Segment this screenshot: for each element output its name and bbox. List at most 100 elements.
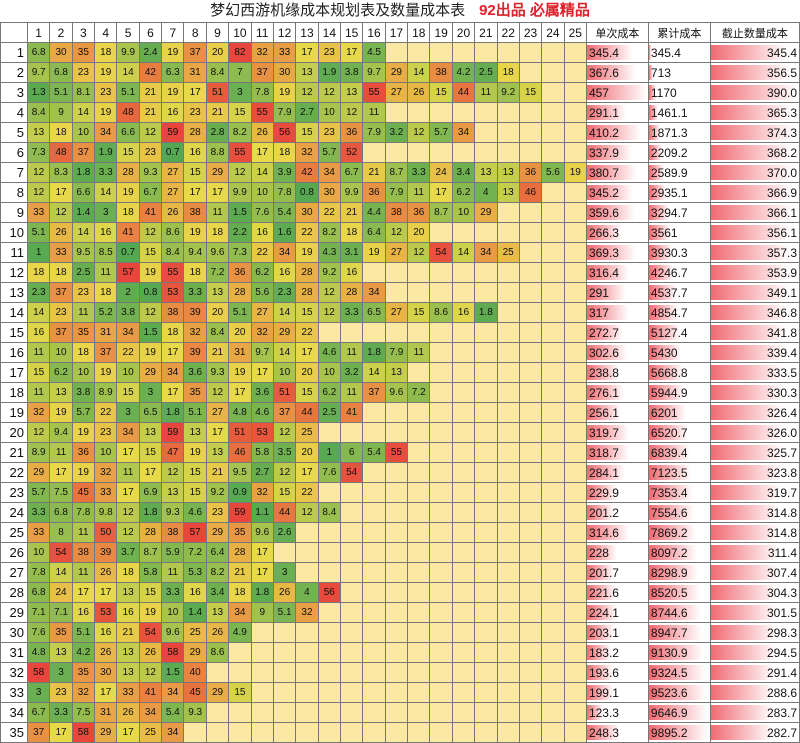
data-cell[interactable]: 7.9 xyxy=(384,342,409,363)
data-cell[interactable]: 53 xyxy=(161,282,185,303)
data-cell[interactable] xyxy=(451,522,476,543)
data-cell[interactable]: 39 xyxy=(94,542,118,563)
data-cell[interactable]: 28 xyxy=(228,282,252,303)
data-cell[interactable]: 32 xyxy=(71,682,96,703)
row-number[interactable]: 8 xyxy=(0,182,28,203)
data-cell[interactable] xyxy=(541,322,565,343)
data-cell[interactable]: 1.4 xyxy=(183,602,207,623)
data-cell[interactable]: 22 xyxy=(116,342,140,363)
data-cell[interactable]: 54 xyxy=(49,542,73,563)
data-cell[interactable] xyxy=(541,462,565,483)
row-number[interactable]: 22 xyxy=(0,462,28,483)
data-cell[interactable] xyxy=(474,522,498,543)
data-cell[interactable] xyxy=(518,622,543,643)
data-cell[interactable] xyxy=(339,502,364,523)
data-cell[interactable]: 1.9 xyxy=(94,142,118,163)
data-cell[interactable]: 54 xyxy=(339,462,364,483)
data-cell[interactable]: 5.6 xyxy=(250,282,274,303)
data-cell[interactable] xyxy=(541,302,565,323)
data-cell[interactable]: 15 xyxy=(295,302,319,323)
data-cell[interactable]: 48 xyxy=(116,102,140,123)
data-cell[interactable]: 5.7 xyxy=(317,142,342,163)
single-cost-cell[interactable]: 359.6 xyxy=(585,202,649,223)
data-cell[interactable]: 41 xyxy=(138,682,163,703)
data-cell[interactable]: 9 xyxy=(49,102,73,123)
data-cell[interactable] xyxy=(541,382,565,403)
data-cell[interactable]: 5.7 xyxy=(429,122,453,143)
data-cell[interactable] xyxy=(518,262,543,283)
data-cell[interactable]: 15 xyxy=(272,482,297,503)
data-cell[interactable]: 2.3 xyxy=(272,282,297,303)
data-cell[interactable]: 32 xyxy=(295,602,319,623)
data-cell[interactable]: 21 xyxy=(116,622,140,643)
data-cell[interactable] xyxy=(429,622,453,643)
data-cell[interactable] xyxy=(317,522,342,543)
data-cell[interactable] xyxy=(339,562,364,583)
data-cell[interactable] xyxy=(407,482,431,503)
data-cell[interactable] xyxy=(518,462,543,483)
single-cost-cell[interactable]: 228 xyxy=(585,542,649,563)
data-cell[interactable] xyxy=(496,682,520,703)
data-cell[interactable]: 18 xyxy=(94,282,118,303)
data-cell[interactable]: 34 xyxy=(161,722,185,743)
data-cell[interactable] xyxy=(362,402,386,423)
data-cell[interactable]: 6.4 xyxy=(362,222,386,243)
single-cost-cell[interactable]: 221.6 xyxy=(585,582,649,603)
data-cell[interactable]: 8.2 xyxy=(317,222,342,243)
data-cell[interactable]: 37 xyxy=(49,322,73,343)
data-cell[interactable]: 5.7 xyxy=(71,402,96,423)
data-cell[interactable]: 6.2 xyxy=(317,382,342,403)
data-cell[interactable]: 8.2 xyxy=(228,122,252,143)
data-cell[interactable] xyxy=(295,682,319,703)
data-cell[interactable]: 20 xyxy=(295,442,319,463)
data-cell[interactable] xyxy=(384,402,409,423)
data-cell[interactable]: 14 xyxy=(362,362,386,383)
data-cell[interactable]: 17 xyxy=(49,722,73,743)
data-cell[interactable]: 37 xyxy=(183,42,207,63)
cumulative-cost-cell[interactable]: 7353.4 xyxy=(647,482,711,503)
data-cell[interactable]: 19 xyxy=(71,462,96,483)
data-cell[interactable]: 41 xyxy=(116,222,140,243)
data-cell[interactable]: 34 xyxy=(317,162,342,183)
data-cell[interactable]: 29 xyxy=(26,462,51,483)
data-cell[interactable]: 44 xyxy=(295,402,319,423)
data-cell[interactable] xyxy=(317,482,342,503)
data-cell[interactable] xyxy=(518,602,543,623)
cumulative-cost-cell[interactable]: 8298.9 xyxy=(647,562,711,583)
data-cell[interactable]: 0.8 xyxy=(138,282,163,303)
data-cell[interactable] xyxy=(541,482,565,503)
data-cell[interactable] xyxy=(563,642,587,663)
data-cell[interactable]: 50 xyxy=(94,522,118,543)
data-cell[interactable] xyxy=(518,422,543,443)
data-cell[interactable] xyxy=(451,502,476,523)
data-cell[interactable] xyxy=(496,702,520,723)
data-cell[interactable]: 33 xyxy=(94,482,118,503)
single-cost-cell[interactable]: 317 xyxy=(585,302,649,323)
data-cell[interactable]: 17 xyxy=(183,182,207,203)
data-cell[interactable]: 18 xyxy=(161,322,185,343)
data-cell[interactable]: 28 xyxy=(339,282,364,303)
single-cost-cell[interactable]: 272.7 xyxy=(585,322,649,343)
data-cell[interactable] xyxy=(362,582,386,603)
data-cell[interactable] xyxy=(541,262,565,283)
data-cell[interactable]: 26 xyxy=(94,562,118,583)
data-cell[interactable] xyxy=(407,522,431,543)
data-cell[interactable]: 6.7 xyxy=(138,182,163,203)
data-cell[interactable]: 17 xyxy=(138,462,163,483)
data-cell[interactable]: 13 xyxy=(26,122,51,143)
data-cell[interactable] xyxy=(541,602,565,623)
data-cell[interactable]: 7.8 xyxy=(26,562,51,583)
data-cell[interactable]: 21 xyxy=(362,162,386,183)
data-cell[interactable] xyxy=(362,562,386,583)
data-cell[interactable] xyxy=(518,382,543,403)
cumulative-cost-cell[interactable]: 9130.9 xyxy=(647,642,711,663)
data-cell[interactable]: 8.4 xyxy=(161,242,185,263)
data-cell[interactable] xyxy=(407,562,431,583)
data-cell[interactable] xyxy=(384,462,409,483)
data-cell[interactable]: 12 xyxy=(116,502,140,523)
data-cell[interactable] xyxy=(541,502,565,523)
data-cell[interactable]: 2.5 xyxy=(317,402,342,423)
data-cell[interactable] xyxy=(451,682,476,703)
data-cell[interactable]: 29 xyxy=(183,642,207,663)
data-cell[interactable]: 11 xyxy=(71,562,96,583)
